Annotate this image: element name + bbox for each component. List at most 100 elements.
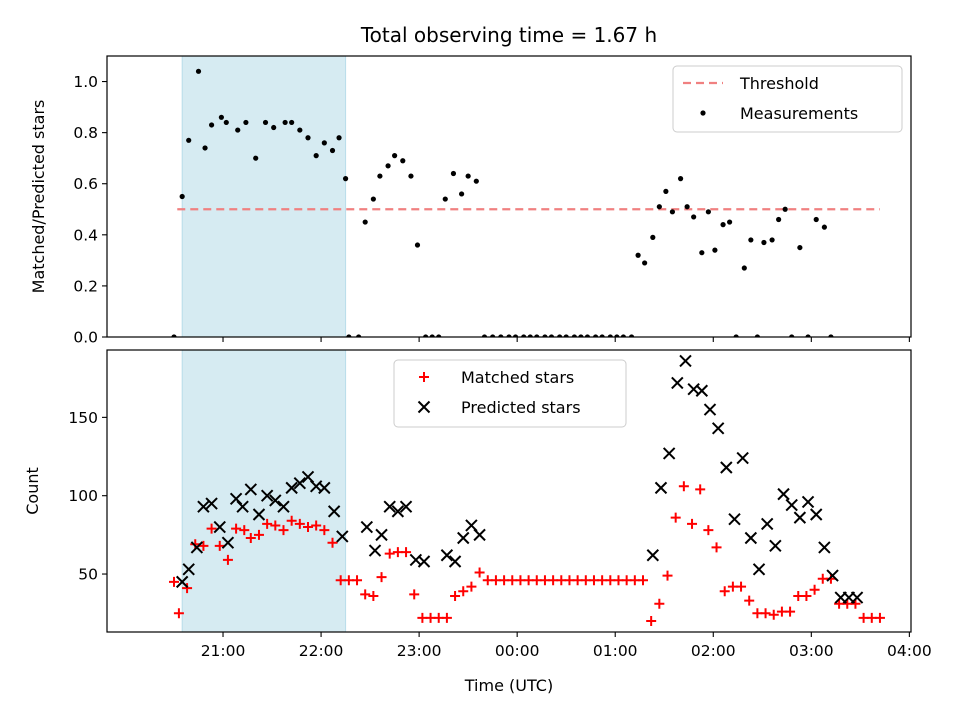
data-point	[760, 608, 771, 619]
data-point	[797, 244, 803, 251]
data-point	[712, 247, 718, 253]
data-point	[175, 575, 189, 589]
data-point	[534, 334, 540, 337]
data-point	[769, 237, 775, 243]
data-point	[733, 334, 739, 337]
data-point	[169, 576, 179, 587]
data-point	[327, 537, 338, 548]
data-point	[318, 481, 331, 495]
data-point	[669, 209, 676, 215]
data-point	[182, 583, 193, 594]
data-point	[821, 224, 827, 230]
data-point	[856, 0, 861, 3]
data-point	[457, 531, 470, 545]
data-point	[303, 522, 313, 533]
data-point	[336, 135, 342, 141]
series-predicted-stars	[175, 354, 864, 604]
data-point	[327, 505, 341, 518]
data-point	[744, 531, 758, 545]
data-point	[399, 500, 413, 513]
data-point	[481, 334, 488, 337]
legend-box	[672, 65, 903, 133]
data-point	[179, 193, 185, 200]
data-point	[638, 575, 648, 586]
data-point	[662, 447, 676, 460]
y-tick-label: 0.4	[73, 226, 98, 244]
data-point	[677, 176, 684, 182]
data-point	[720, 222, 726, 228]
data-point	[679, 354, 692, 368]
data-point	[825, 573, 836, 584]
data-point	[548, 334, 555, 337]
data-point	[869, 0, 874, 3]
data-point	[223, 119, 229, 126]
data-point	[202, 145, 208, 151]
data-point	[810, 508, 823, 521]
data-point	[711, 422, 725, 435]
data-point	[801, 590, 812, 601]
data-point	[383, 500, 396, 513]
data-point	[384, 548, 395, 559]
legend-dot-swatch	[700, 110, 706, 116]
data-point	[695, 484, 706, 495]
x-tick-label: 03:00	[789, 642, 834, 660]
data-point	[360, 520, 374, 534]
y-tick-label: 0.8	[73, 124, 98, 142]
data-point	[720, 461, 733, 474]
data-point	[769, 539, 782, 553]
data-point	[205, 497, 218, 510]
legend-plus-swatch	[419, 372, 429, 382]
data-point	[336, 530, 349, 543]
data-point	[850, 0, 855, 3]
data-point	[400, 158, 406, 164]
data-point	[777, 487, 790, 501]
data-point	[705, 209, 711, 215]
shaded-interval	[181, 349, 347, 633]
data-point	[578, 334, 584, 337]
data-point	[687, 518, 698, 529]
data-point	[678, 481, 689, 492]
data-point	[542, 334, 548, 337]
plot-area	[171, 0, 880, 337]
data-point	[346, 334, 352, 337]
data-point	[448, 555, 462, 568]
data-point	[417, 555, 431, 568]
data-point	[793, 511, 807, 524]
data-point	[646, 549, 660, 562]
data-point	[711, 542, 722, 553]
data-point	[342, 176, 349, 182]
data-point	[319, 525, 330, 536]
data-point	[614, 334, 620, 337]
data-point	[458, 586, 469, 597]
data-point	[253, 155, 259, 161]
data-point	[699, 250, 705, 256]
x-axis-label: Time (UTC)	[464, 676, 553, 695]
data-point	[628, 334, 635, 337]
data-point	[329, 147, 336, 154]
data-point	[385, 163, 391, 169]
data-point	[785, 498, 798, 512]
data-point	[370, 196, 376, 202]
legend-label: Measurements	[740, 104, 858, 123]
data-point	[805, 334, 811, 337]
data-point	[744, 595, 755, 606]
data-point	[285, 481, 298, 495]
legend-label: Matched stars	[461, 368, 574, 387]
data-point	[289, 119, 295, 126]
data-point	[269, 494, 282, 507]
data-point	[313, 153, 319, 159]
data-point	[368, 590, 379, 601]
data-point	[850, 591, 864, 604]
data-point	[498, 334, 504, 337]
data-point	[173, 608, 184, 619]
legend-box	[393, 359, 627, 428]
data-point	[748, 237, 754, 243]
data-point	[828, 334, 834, 337]
data-point	[728, 512, 741, 526]
data-point	[836, 0, 841, 3]
data-point	[512, 334, 519, 337]
x-tick-label: 21:00	[201, 642, 246, 660]
data-point	[557, 334, 563, 337]
data-point	[171, 334, 177, 337]
data-point	[656, 204, 662, 210]
